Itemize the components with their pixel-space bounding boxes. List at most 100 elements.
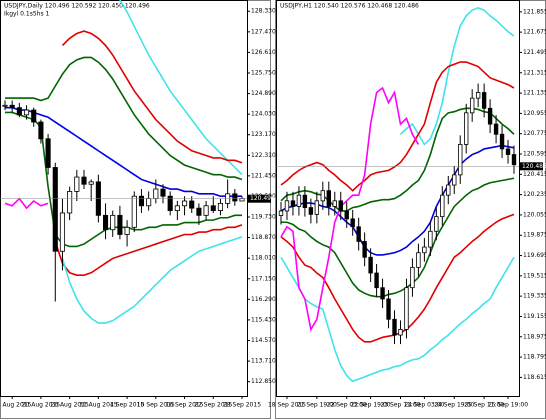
y-tick-label: 120.955 <box>523 110 546 117</box>
y-tick-label: 121.495 <box>523 49 546 56</box>
candle-body <box>131 195 137 228</box>
chart-title: USDJPY,H1 120.540 120.576 120.468 120.48… <box>280 3 419 10</box>
y-tick-label: 121.450 <box>251 172 276 179</box>
y-tick-label: 119.875 <box>523 232 546 239</box>
candle-body <box>110 214 116 231</box>
x-tick-label: 26 Aug 2015 <box>50 402 89 409</box>
y-tick-label: 112.850 <box>251 378 276 385</box>
y-tick-label: 118.010 <box>251 255 276 262</box>
candle-body <box>410 266 415 289</box>
indicator-line <box>399 7 515 146</box>
indicator-label: Ikgyl 0.1s5hs 1 <box>4 11 49 18</box>
candle-body <box>386 298 391 320</box>
candle-body <box>284 200 290 212</box>
candle-body <box>167 195 173 211</box>
x-tick-label: 4 Sep 2015 <box>110 402 144 409</box>
y-tick-label: 127.470 <box>251 28 276 35</box>
candle-body <box>31 109 37 123</box>
candle-body <box>380 287 385 300</box>
y-tick-label: 119.155 <box>523 313 546 320</box>
candle-body <box>464 112 469 145</box>
candle-body <box>392 318 397 336</box>
y-tick-label: 118.975 <box>523 333 546 340</box>
x-tick-label: 25 Sep 11:00 <box>464 402 504 409</box>
candle-body <box>475 92 481 99</box>
chart-title: USDJPY,Daily 120.496 120.592 120.450 120… <box>4 3 150 10</box>
candle-body <box>428 230 433 248</box>
candle-body <box>302 194 308 208</box>
price-tag-bg <box>248 194 271 203</box>
candle-body <box>138 195 145 207</box>
y-tick-label: 124.890 <box>251 90 276 97</box>
candle-body <box>232 193 238 202</box>
x-tick-label: 22 Sep 19:00 <box>351 402 391 409</box>
x-tick-label: 18 Sep 2015 <box>268 402 306 409</box>
candle-body <box>81 176 87 185</box>
candle-body <box>67 191 73 214</box>
candle-body <box>499 133 505 150</box>
candle-body <box>452 174 457 186</box>
candle-body <box>511 154 517 166</box>
plot-area <box>278 7 517 383</box>
y-tick-label: 122.310 <box>251 152 276 159</box>
y-tick-label: 114.570 <box>251 337 276 344</box>
y-tick-label: 121.855 <box>523 8 546 15</box>
indicator-line <box>54 224 243 276</box>
price-tag: 120.486 <box>522 163 546 170</box>
indicator-line <box>4 197 49 210</box>
indicator-line <box>5 106 242 198</box>
x-tick-label: 16 Sep 2015 <box>166 402 204 409</box>
candle-body <box>2 104 8 107</box>
candle-body <box>314 200 320 215</box>
candle-body <box>362 241 367 258</box>
candle-body <box>117 214 123 235</box>
candle-body <box>239 198 245 202</box>
candle-body <box>181 200 188 207</box>
candle-body <box>350 218 355 228</box>
y-tick-label: 121.315 <box>523 69 546 76</box>
indicator-line <box>280 86 420 332</box>
x-tick-label: 22 Sep 2015 <box>194 402 232 409</box>
x-tick-label: 20 Aug 2015 <box>22 402 61 409</box>
plot-frame <box>276 0 520 397</box>
candle-body <box>446 184 451 196</box>
x-tick-label: 14 Aug 2015 <box>0 402 32 409</box>
candle-body <box>16 107 22 116</box>
y-tick-label: 118.615 <box>523 374 546 381</box>
candle-body <box>153 188 159 199</box>
indicator-line <box>280 213 515 343</box>
candle-body <box>196 207 202 216</box>
y-tick-label: 119.335 <box>523 293 546 300</box>
indicator-line <box>280 107 515 212</box>
y-tick-label: 121.675 <box>523 29 546 36</box>
indicator-line <box>280 256 515 383</box>
indicator-line <box>281 177 515 298</box>
candle-body <box>308 207 314 215</box>
candle-body <box>296 194 302 207</box>
candle-body <box>210 205 216 211</box>
candle-body <box>493 123 499 135</box>
candle-body <box>174 205 180 211</box>
y-tick-label: 128.330 <box>251 8 276 15</box>
y-tick-label: 120.235 <box>523 191 546 198</box>
y-tick-label: 120.595 <box>523 151 546 158</box>
y-tick-label: 116.290 <box>251 296 276 303</box>
candle-body <box>9 104 15 109</box>
x-tick-label: 23 Sep 11:00 <box>380 402 420 409</box>
candle-body <box>458 144 463 176</box>
y-tick-label: 120.055 <box>523 211 546 218</box>
candle-body <box>102 214 109 231</box>
y-tick-label: 118.870 <box>251 234 276 241</box>
indicator-line <box>61 30 243 164</box>
candle-body <box>332 200 337 207</box>
y-tick-label: 120.415 <box>523 171 546 178</box>
y-tick-label: 121.135 <box>523 90 546 97</box>
candle-body <box>505 148 511 155</box>
candle-body <box>326 190 331 207</box>
candle-body <box>160 188 166 197</box>
indicator-line <box>61 236 243 324</box>
indicator-line <box>280 61 515 192</box>
y-tick-label: 123.170 <box>251 131 276 138</box>
x-tick-label: 21 Sep 19:00 <box>297 402 337 409</box>
